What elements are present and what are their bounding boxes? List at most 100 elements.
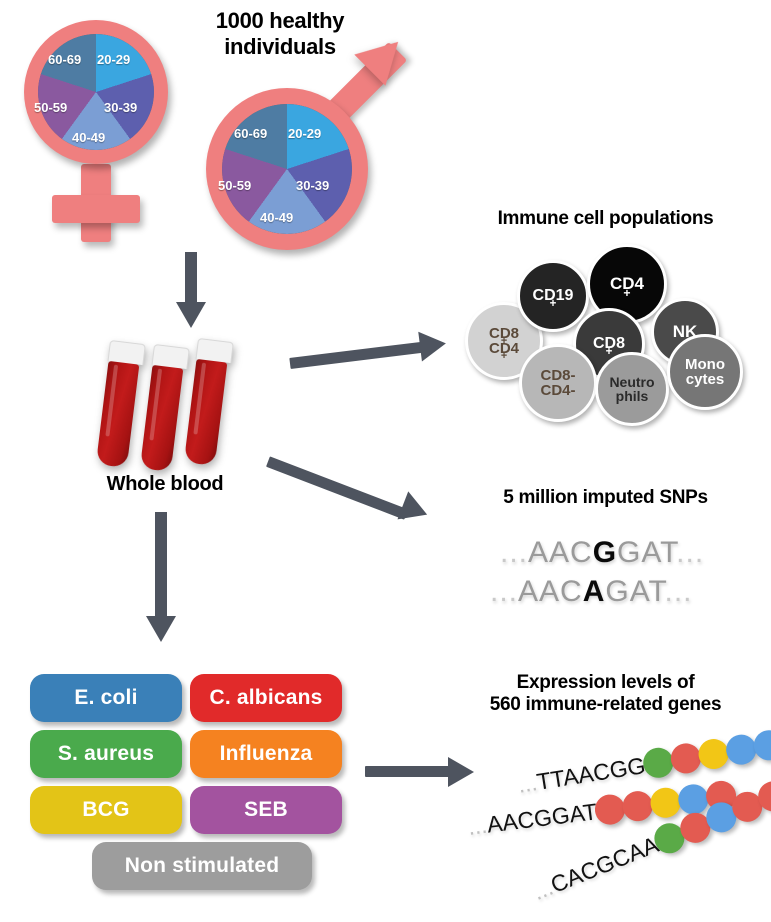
- stimulus-pill-non-stimulated[interactable]: Non stimulated: [92, 842, 312, 890]
- snp-pre: AAC: [528, 536, 593, 569]
- cohort-title-line1: 1000 healthy: [215, 8, 345, 33]
- blood-tube: [95, 339, 146, 468]
- pie-label-60-69-male: 60-69: [234, 126, 268, 141]
- strand-lead: ...: [515, 768, 539, 798]
- whole-blood-label: Whole blood: [106, 473, 224, 495]
- expression-title-line1: Expression levels of: [516, 672, 695, 693]
- strand-sequence-3: ...CACGCAA: [528, 830, 662, 905]
- blood-tube: [183, 337, 234, 466]
- tube-body: [183, 358, 228, 466]
- strand-lead: ...: [466, 811, 489, 840]
- arrow-head: [146, 616, 176, 642]
- cell-label-line2: phils: [615, 388, 649, 404]
- pill-label: SEB: [244, 798, 288, 821]
- strand-sequence-2: ...AACGGAT: [466, 797, 599, 840]
- immune-cell-neutrophils: Neutro phils: [595, 352, 669, 426]
- stimulus-pill-c-albicans[interactable]: C. albicans: [190, 674, 342, 722]
- cell-label-line2: CD4 +: [488, 340, 519, 363]
- immune-title: Immune cell populations: [497, 208, 714, 229]
- pie-label-40-49-male: 40-49: [260, 210, 294, 225]
- arrow-shaft: [365, 766, 451, 777]
- cohort-title: 1000 healthy individuals: [168, 8, 392, 60]
- expression-bead: [723, 732, 759, 767]
- arrow-head: [418, 328, 448, 362]
- pill-label: C. albicans: [209, 686, 323, 709]
- stimulus-pill-e-coli[interactable]: E. coli: [30, 674, 182, 722]
- arrow-head: [397, 491, 433, 529]
- snp-variant-allele: A: [582, 575, 606, 608]
- immune-cell-cd19p: CD19 +: [517, 260, 589, 332]
- snp-sequence-row-1: ...AACGGAT...: [500, 536, 704, 570]
- snp-prefix: ...: [490, 575, 519, 608]
- pill-label: Influenza: [219, 742, 313, 765]
- snp-post: GAT: [605, 575, 665, 608]
- pie-label-20-29-male: 20-29: [288, 126, 322, 141]
- arrow-head: [448, 757, 474, 787]
- cell-label: CD8 +: [592, 334, 625, 359]
- age-pie-female: [38, 34, 154, 150]
- arrow-shaft: [266, 456, 409, 520]
- tube-body: [139, 364, 184, 472]
- cell-label: CD4 +: [609, 274, 644, 300]
- arrow-head: [176, 302, 206, 328]
- immune-cell-cd8n-cd4n: CD8- CD4-: [519, 344, 597, 422]
- pie-label-20-29-female: 20-29: [97, 52, 131, 67]
- cell-label-line2: cytes: [685, 371, 725, 388]
- expression-title: Expression levels of 560 immune-related …: [440, 672, 771, 717]
- expression-bead: [648, 786, 683, 820]
- stimulus-pill-s-aureus[interactable]: S. aureus: [30, 730, 182, 778]
- male-symbol: 20-29 30-39 40-49 50-59 60-69: [196, 26, 426, 250]
- arrow-shaft: [185, 252, 197, 304]
- pie-label-30-39-female: 30-39: [104, 100, 138, 115]
- snp-pre: AAC: [518, 575, 583, 608]
- pill-label: S. aureus: [57, 742, 155, 765]
- immune-cell-monocytes: Mono cytes: [667, 334, 743, 410]
- tube-body: [95, 360, 140, 468]
- age-pie-slices-male: [222, 104, 352, 234]
- pie-label-60-69-female: 60-69: [48, 52, 82, 67]
- cell-label-line1: CD8 +: [488, 324, 519, 347]
- expression-bead: [751, 728, 771, 763]
- arrow-shaft: [155, 512, 167, 618]
- snp-suffix: ...: [676, 536, 705, 569]
- expression-strand-group: ...TTAACGG ...AACGGAT ...CACGCAA: [440, 728, 771, 910]
- stimuli-grid: E. coli C. albicans S. aureus Influenza …: [30, 674, 350, 899]
- blood-tube: [139, 343, 190, 472]
- snp-sequence-row-2: ...AACAGAT...: [490, 575, 693, 609]
- arrow-blood-to-snps: [266, 450, 458, 550]
- expression-bead: [620, 789, 655, 823]
- arrow-blood-to-immune: [289, 328, 465, 390]
- stimulus-pill-influenza[interactable]: Influenza: [190, 730, 342, 778]
- snp-prefix: ...: [500, 536, 529, 569]
- expression-title-line2: 560 immune-related genes: [489, 694, 722, 716]
- pill-label: E. coli: [74, 686, 138, 709]
- cell-label: CD19 +: [532, 286, 574, 311]
- snps-title: 5 million imputed SNPs: [503, 487, 708, 508]
- strand-lead: ...: [528, 873, 557, 905]
- pie-label-50-59-female: 50-59: [34, 100, 68, 115]
- pill-label: BCG: [82, 798, 130, 821]
- pie-label-50-59-male: 50-59: [218, 178, 252, 193]
- snp-suffix: ...: [664, 575, 693, 608]
- cell-label-line2: CD4-: [540, 382, 576, 399]
- snp-variant-allele: G: [592, 536, 618, 569]
- cohort-title-line2: individuals: [224, 33, 336, 59]
- expression-bead: [668, 741, 703, 776]
- cell-label-line1: Neutro: [609, 373, 655, 390]
- cell-label-line1: Mono: [685, 355, 725, 373]
- whole-blood-tubes: [95, 337, 286, 478]
- pie-label-40-49-female: 40-49: [72, 130, 106, 145]
- female-symbol: 20-29 30-39 40-49 50-59 60-69: [10, 14, 210, 246]
- expression-bead: [696, 736, 731, 772]
- pie-label-30-39-male: 30-39: [296, 178, 330, 193]
- stimulus-pill-seb[interactable]: SEB: [190, 786, 342, 834]
- venus-stem-horizontal: [52, 195, 140, 223]
- age-pie-male: [222, 104, 352, 234]
- immune-cell-cluster: CD8 + CD4 + CD19 + CD4 + CD8 + NK CD8- CD4-: [455, 240, 771, 426]
- pill-label: Non stimulated: [124, 854, 280, 877]
- snp-post: GAT: [617, 536, 677, 569]
- cell-label-line1: CD8-: [540, 366, 576, 384]
- age-pie-slices-female: [38, 34, 154, 150]
- stimulus-pill-bcg[interactable]: BCG: [30, 786, 182, 834]
